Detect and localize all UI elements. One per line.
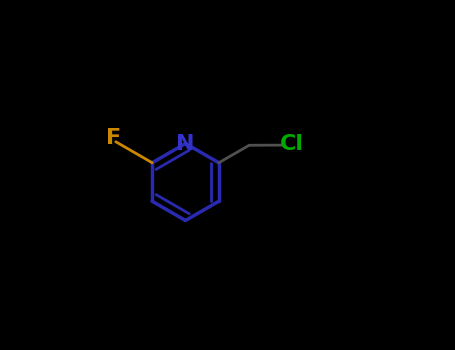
Text: Cl: Cl bbox=[280, 134, 304, 154]
Text: N: N bbox=[176, 133, 195, 154]
Text: F: F bbox=[106, 127, 121, 148]
